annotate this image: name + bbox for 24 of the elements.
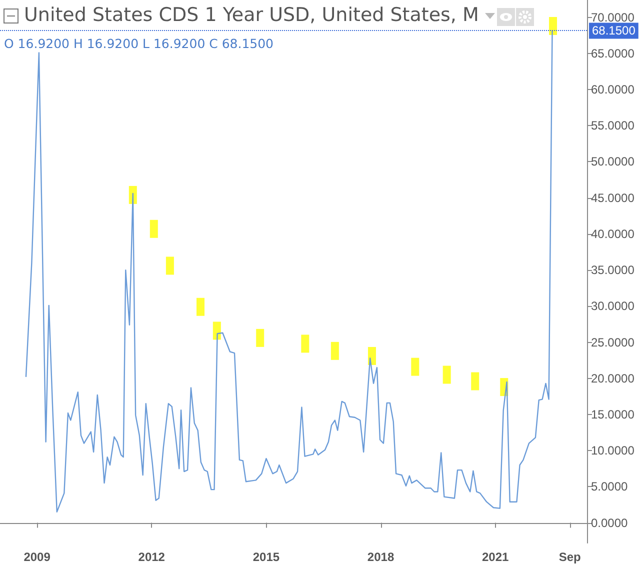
x-tick-label: 2021 [482,550,510,564]
ref-line-label: 68.1500 [592,24,636,38]
y-tick-label: 50.0000 [591,154,635,169]
y-tick-label: 15.0000 [591,407,635,422]
y-tick-label: 35.0000 [591,263,635,278]
x-tick-label: 2018 [367,550,394,564]
y-tick-label: 70.0000 [591,10,635,24]
x-tick-label: 2009 [24,550,51,564]
y-tick-label: 5.0000 [591,480,628,494]
chart-title: United States CDS 1 Year USD, United States, M [24,4,479,26]
y-tick-label: 30.0000 [591,299,635,314]
y-tick-label: 60.0000 [591,82,635,97]
y-tick-label: 55.0000 [591,118,635,133]
x-tick-label: 2015 [252,550,280,564]
x-tick-label: 2012 [138,550,166,564]
y-tick-label: 10.0000 [591,444,635,458]
y-tick-label: 0.0000 [591,516,628,530]
x-tick-label: Sep [558,550,581,564]
y-tick-label: 45.0000 [591,190,635,205]
y-tick-label: 65.0000 [591,46,635,60]
annotation: O 16.9200 H 16.9200 L 16.9200 C 68.1500 [4,36,274,51]
y-tick-label: 40.0000 [591,226,635,241]
y-tick-label: 25.0000 [591,335,635,350]
y-tick-label: 20.0000 [591,371,635,386]
